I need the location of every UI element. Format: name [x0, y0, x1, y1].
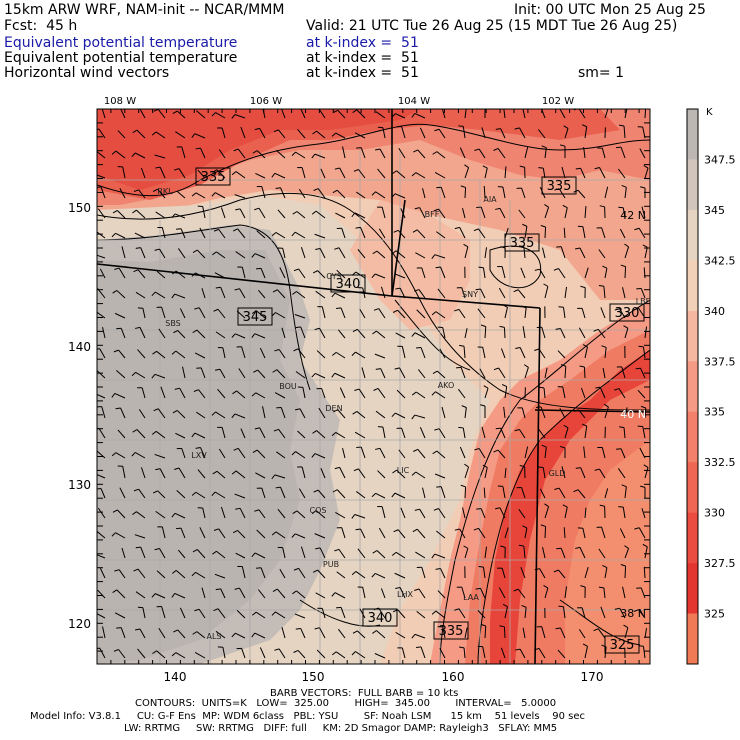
- colorbar-swatch: [687, 260, 698, 312]
- x-axis-label-140: 140: [164, 670, 187, 684]
- colorbar-swatch: [687, 361, 698, 413]
- city-label: BOU: [279, 382, 297, 391]
- city-label: SBS: [165, 319, 181, 328]
- field-2-level: at k-index = 51: [306, 50, 419, 66]
- city-label: LHX: [397, 590, 413, 599]
- state-borders: [97, 109, 650, 664]
- field-1-name: Equivalent potential temperature: [4, 35, 238, 51]
- y-axis-label-130: 130: [68, 478, 91, 492]
- colorbar-swatch: [687, 209, 698, 261]
- city-label: BFF: [425, 210, 440, 219]
- city-label: PUB: [323, 560, 339, 569]
- smoothing-label: sm= 1: [578, 65, 625, 81]
- init-time: Init: 00 UTC Mon 25 Aug 25: [514, 2, 706, 18]
- field-2-name: Equivalent potential temperature: [4, 50, 238, 66]
- city-label: SNY: [462, 290, 478, 299]
- colorbar-swatch: [687, 310, 698, 362]
- contour-label: 340: [368, 611, 393, 626]
- colorbar-swatch: [687, 109, 698, 160]
- colorbar-label: 340: [704, 305, 725, 318]
- colorbar-swatch: [687, 462, 698, 514]
- contour-label: 335: [547, 179, 572, 194]
- colorbar-unit: K: [706, 107, 713, 118]
- colorbar-swatch: [687, 512, 698, 564]
- x-axis-label-160: 160: [442, 670, 465, 684]
- city-label: AIA: [483, 195, 497, 204]
- city-label: LBF: [636, 297, 651, 306]
- contour-label: 325: [610, 638, 635, 653]
- county-borders: [97, 150, 650, 664]
- lat-label-42n: 42 N: [620, 209, 646, 222]
- colorbar-label: 345: [704, 204, 725, 217]
- wind-barbs: [97, 109, 649, 659]
- model-info-line-1: Model Info: V3.8.1 CU: G-F Ens MP: WDM 6…: [30, 711, 586, 722]
- lon-label-102w: 102 W: [542, 96, 574, 107]
- city-label: CYS: [326, 272, 341, 281]
- contour-label: 335: [439, 624, 464, 639]
- city-label: AKO: [438, 381, 455, 390]
- lon-label-108w: 108 W: [104, 96, 136, 107]
- color-bar: [686, 108, 699, 665]
- city-label: DEN: [325, 404, 342, 413]
- contour-legend: CONTOURS: UNITS=K LOW= 325.00 HIGH= 345.…: [135, 698, 557, 709]
- colorbar-label: 342.5: [704, 254, 736, 267]
- contour-label: 340: [336, 277, 361, 292]
- colorbar-label: 325: [704, 608, 725, 621]
- model-info-line-2: LW: RRTMG SW: RRTMG DIFF: full KM: 2D Sm…: [124, 723, 558, 734]
- field-3-level: at k-index = 51: [306, 65, 419, 81]
- colorbar-label: 327.5: [704, 557, 736, 570]
- forecast-hour: Fcst: 45 h: [4, 18, 78, 34]
- city-label: LAA: [463, 593, 479, 602]
- colorbar-swatch: [687, 613, 698, 665]
- y-axis-label-140: 140: [68, 340, 91, 354]
- lat-label-40n: 40 N: [620, 408, 646, 421]
- contour-label: 335: [201, 170, 226, 185]
- colorbar-label: 330: [704, 507, 725, 520]
- y-axis-label-150: 150: [68, 201, 91, 215]
- colorbar-label: 335: [704, 406, 725, 419]
- colorbar-swatch: [687, 411, 698, 463]
- city-label: ALS: [206, 632, 221, 641]
- x-axis-label-150: 150: [302, 670, 325, 684]
- colorbar-swatch: [687, 159, 698, 211]
- lon-label-104w: 104 W: [398, 96, 430, 107]
- city-label: RKL: [157, 187, 173, 196]
- y-axis-label-120: 120: [68, 617, 91, 631]
- colorbar-label: 337.5: [704, 355, 736, 368]
- x-axis-label-170: 170: [581, 670, 604, 684]
- contour-label: 345: [243, 310, 268, 325]
- city-label: LIC: [397, 466, 410, 475]
- field-1-level: at k-index = 51: [306, 35, 419, 51]
- model-title: 15km ARW WRF, NAM-init -- NCAR/MMM: [4, 2, 285, 18]
- field-3-name: Horizontal wind vectors: [4, 65, 170, 81]
- colorbar-label: 332.5: [704, 456, 736, 469]
- contour-label: 335: [510, 236, 535, 251]
- city-label: COS: [310, 506, 327, 515]
- contour-label: 330: [615, 306, 640, 321]
- lon-label-106w: 106 W: [250, 96, 282, 107]
- colorbar-swatch: [687, 563, 698, 615]
- city-label: GLD: [549, 469, 566, 478]
- lat-label-38n: 38 N: [620, 607, 646, 620]
- frame-ticks: [96, 108, 650, 664]
- valid-time: Valid: 21 UTC Tue 26 Aug 25 (15 MDT Tue …: [306, 18, 678, 34]
- city-label: LXV: [191, 451, 207, 460]
- barb-legend: BARB VECTORS: FULL BARB = 10 kts: [270, 688, 459, 699]
- colorbar-label: 347.5: [704, 153, 736, 166]
